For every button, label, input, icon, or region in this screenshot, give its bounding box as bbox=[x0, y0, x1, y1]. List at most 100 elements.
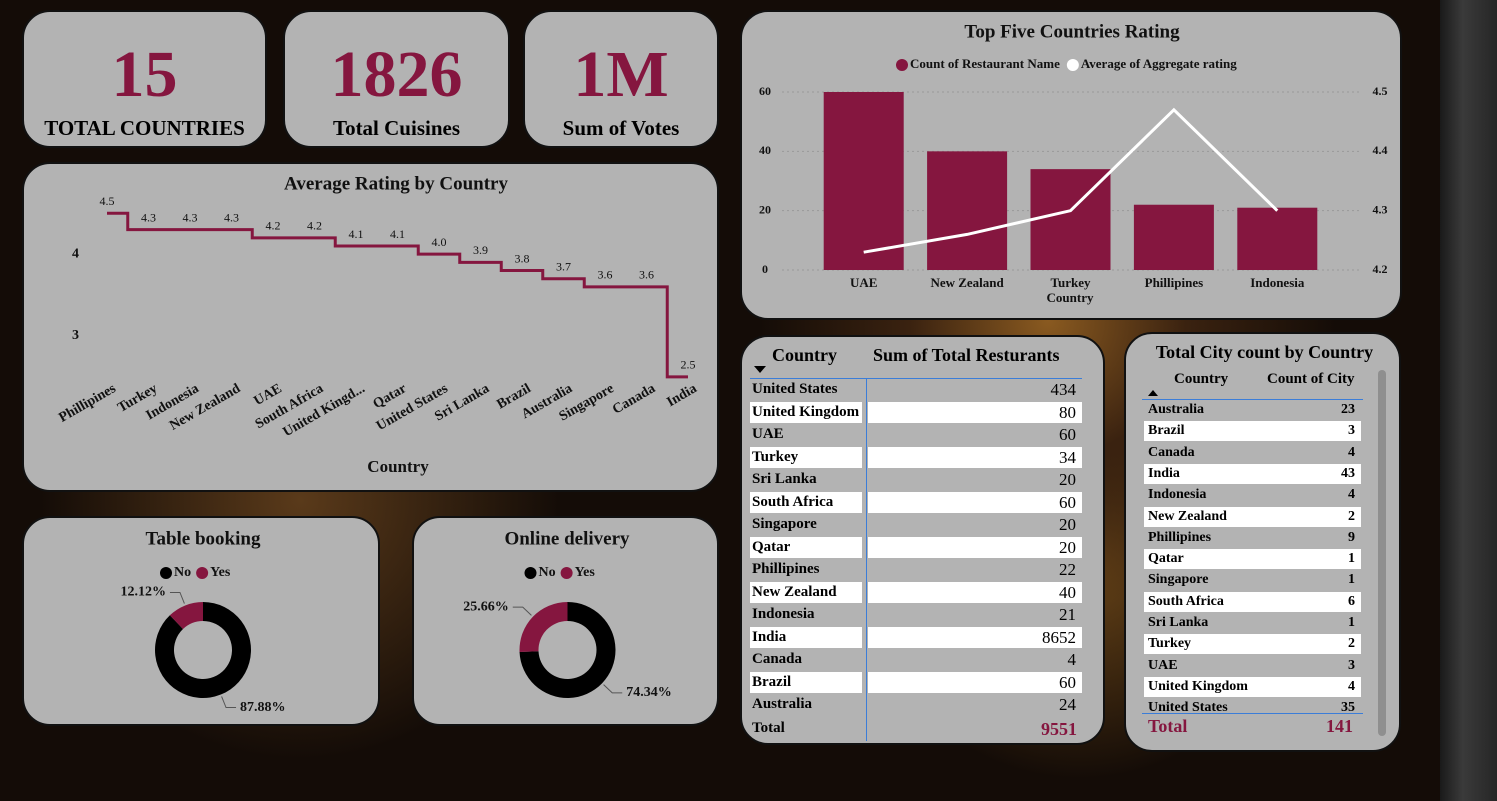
cell: United States bbox=[752, 381, 838, 397]
legend-label: Yes bbox=[210, 565, 231, 580]
cell: Indonesia bbox=[752, 606, 815, 622]
cell: South Africa bbox=[1144, 591, 1260, 612]
legend-marker bbox=[1066, 59, 1079, 71]
kpi-label: Sum of Votes bbox=[562, 116, 680, 140]
chart-panel: Top Five Countries Rating Country 0 20 40 60 4… bbox=[740, 10, 1402, 320]
legend-marker bbox=[160, 567, 172, 579]
bar bbox=[1133, 204, 1214, 270]
cell: Singapore bbox=[752, 516, 817, 532]
header-rule bbox=[1142, 399, 1363, 400]
legend-label: Yes bbox=[575, 565, 596, 580]
chart-panel: Average Rating by Country Country 3 4 4.5 Phi… bbox=[22, 162, 719, 492]
cell: Turkey bbox=[1144, 634, 1260, 655]
cell: India bbox=[1144, 463, 1260, 484]
data-label: 4.3 bbox=[141, 210, 156, 224]
cell: 3 bbox=[1260, 421, 1361, 442]
y-tick-label: 20 bbox=[759, 202, 771, 216]
bar bbox=[823, 92, 904, 270]
x-tick-label: Indonesia bbox=[1250, 275, 1305, 290]
cell: 80 bbox=[868, 401, 1082, 423]
cell: Canada bbox=[1148, 444, 1195, 460]
scrollbar[interactable] bbox=[1378, 370, 1386, 736]
kpi-card: 1826 Total Cuisines bbox=[283, 10, 510, 148]
cell: South Africa bbox=[750, 491, 862, 513]
cell: 35 bbox=[1341, 700, 1355, 714]
table-panel: Total City count by Country Country Count… bbox=[1124, 332, 1401, 752]
x-tick-label: Turkey bbox=[1051, 275, 1091, 290]
chart-title: Top Five Countries Rating bbox=[964, 21, 1180, 42]
chart: Table booking No Yes 87.88% 12.12% bbox=[120, 528, 286, 715]
bar bbox=[1237, 207, 1318, 270]
donut-slice bbox=[519, 602, 568, 652]
chart: Top Five Countries Rating Country 0 20 40 60 4… bbox=[759, 21, 1388, 305]
kpi-value: 1826 bbox=[330, 38, 463, 111]
cell: 20 bbox=[1059, 470, 1076, 489]
kpi-value: 15 bbox=[111, 38, 178, 111]
cell: 60 bbox=[868, 491, 1082, 513]
chart-title: Online delivery bbox=[504, 528, 630, 549]
column-header: Sum of Total Resturants bbox=[873, 345, 1060, 365]
column-header: Count of City bbox=[1267, 371, 1355, 387]
data-label: 4.1 bbox=[390, 227, 405, 241]
legend-label: No bbox=[539, 565, 556, 580]
cell: 8652 bbox=[868, 626, 1082, 648]
legend-label: No bbox=[174, 565, 191, 580]
cell: 34 bbox=[868, 446, 1082, 468]
cell: 4 bbox=[1260, 676, 1361, 697]
x-tick-label: Canada bbox=[610, 381, 658, 417]
donut-slice bbox=[155, 602, 252, 698]
chart-title: Table booking bbox=[146, 528, 261, 549]
data-label: 25.66% bbox=[463, 599, 509, 614]
cell: 2 bbox=[1260, 506, 1361, 527]
y-tick-label: 4 bbox=[72, 246, 79, 261]
cell: 24 bbox=[1059, 695, 1076, 714]
legend-label: Count of Restaurant Name bbox=[910, 56, 1060, 71]
y2-tick-label: 4.2 bbox=[1373, 262, 1388, 276]
sort-arrow bbox=[754, 366, 766, 373]
kpi-value: 1M bbox=[573, 38, 669, 111]
sort-arrow bbox=[1148, 390, 1158, 396]
leader-line bbox=[221, 696, 237, 709]
x-tick-label: UAE bbox=[850, 275, 877, 290]
cell: Australia bbox=[1148, 402, 1204, 417]
legend-marker bbox=[524, 567, 537, 579]
y2-tick-label: 4.3 bbox=[1373, 202, 1388, 216]
data-label: 2.5 bbox=[681, 358, 696, 372]
cell: 1 bbox=[1348, 572, 1355, 588]
cell: 20 bbox=[1059, 515, 1076, 534]
data-label: 3.9 bbox=[473, 243, 488, 257]
data-label: 4.1 bbox=[349, 227, 364, 241]
cell: Brazil bbox=[750, 671, 862, 693]
cell: New Zealand bbox=[750, 581, 862, 603]
y-tick-label: 3 bbox=[72, 328, 79, 343]
x-tick-label: Phillipines bbox=[57, 381, 120, 426]
data-label: 87.88% bbox=[240, 700, 286, 715]
cell: Indonesia bbox=[1148, 487, 1207, 503]
x-axis-label: Country bbox=[367, 457, 429, 476]
cell: UAE bbox=[1148, 657, 1178, 673]
cell: Singapore bbox=[1148, 572, 1209, 588]
cell: 22 bbox=[1059, 560, 1076, 579]
chart-panel: Online delivery No Yes 74.34% 25.66% bbox=[412, 516, 719, 726]
cell: 60 bbox=[1059, 425, 1076, 444]
cell: 21 bbox=[1059, 605, 1076, 624]
table-body: Australia 23 Brazil 3 Canada 4 India 43 Indonesi… bbox=[1142, 400, 1363, 714]
cell: Sri Lanka bbox=[752, 471, 817, 487]
total-label: Total bbox=[1148, 716, 1188, 736]
cell: Canada bbox=[752, 651, 803, 667]
kpi-label: Total Cuisines bbox=[332, 116, 460, 140]
x-tick-label: New Zealand bbox=[930, 275, 1004, 290]
cell: 3 bbox=[1348, 657, 1355, 673]
cell: 40 bbox=[868, 581, 1082, 603]
data-label: 4.3 bbox=[224, 210, 239, 224]
cell: United Kingdom bbox=[750, 401, 862, 423]
cell: 4 bbox=[1348, 487, 1355, 503]
cell: 1 bbox=[1260, 549, 1361, 570]
data-label: 3.7 bbox=[556, 259, 571, 273]
cell: Sri Lanka bbox=[1148, 615, 1209, 630]
cell: Brazil bbox=[1144, 421, 1260, 442]
chart: Average Rating by Country Country 3 4 4.5 Phi… bbox=[57, 173, 700, 476]
data-label: 4.0 bbox=[432, 235, 447, 249]
column-header: Country bbox=[1174, 371, 1229, 387]
